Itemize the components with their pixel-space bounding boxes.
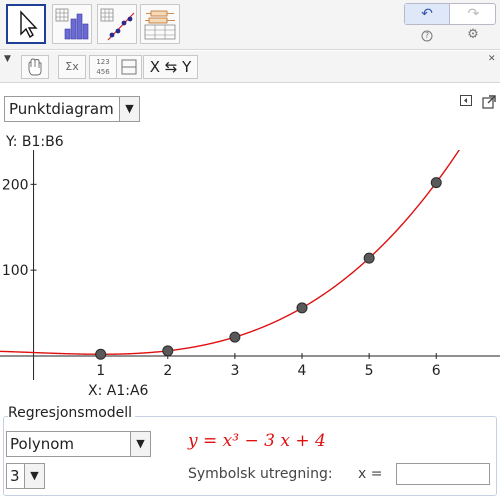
- regression-equation: y = x³ − 3 x + 4: [188, 431, 326, 451]
- regression-model-value: Polynom: [10, 435, 75, 453]
- stats-toolbar: ▼ Σx 123 456 X ⇆ Y ✕: [0, 51, 500, 83]
- x-equals-label: x =: [358, 466, 383, 482]
- y-tick-label: 100: [2, 263, 29, 279]
- one-variable-analysis-button[interactable]: [52, 4, 92, 44]
- split-panel-icon: [121, 59, 137, 75]
- x-tick-label: 4: [298, 363, 307, 379]
- y-ticks: 100 200: [2, 177, 37, 279]
- boxplot-icon: [144, 10, 176, 40]
- panel-collapse-icon: [460, 95, 472, 106]
- show-data-button[interactable]: 123 456: [89, 55, 117, 79]
- chevron-down-icon: ▼: [24, 464, 44, 488]
- regression-model-title: Regresjonsmodell: [8, 405, 136, 421]
- x-tick-label: 3: [230, 363, 239, 379]
- view-menu-chevron-icon[interactable]: ▼: [4, 54, 11, 64]
- statistics-button[interactable]: Σx: [58, 55, 86, 79]
- chevron-down-icon: ▼: [119, 97, 139, 121]
- undo-redo-group: ↶ ↷: [404, 3, 496, 25]
- regression-model-dropdown[interactable]: Polynom ▼: [6, 431, 151, 457]
- data-point[interactable]: [162, 345, 174, 357]
- redo-button[interactable]: ↷: [467, 6, 480, 22]
- x-ticks: 1 2 3 4 5 6: [96, 352, 441, 379]
- histogram-icon: [55, 8, 89, 40]
- x-source-label: X: A1:A6: [88, 383, 149, 399]
- close-view-icon[interactable]: ✕: [488, 54, 496, 64]
- help-circle-icon: [421, 30, 433, 42]
- polynomial-degree-dropdown[interactable]: 3 ▼: [6, 463, 45, 489]
- cursor-arrow-icon: [20, 10, 38, 39]
- options-panel-icon[interactable]: [459, 94, 473, 111]
- y-source-label: Y: B1:B6: [6, 134, 64, 150]
- x-tick-label: 1: [96, 363, 105, 379]
- chevron-down-icon: ▼: [130, 432, 150, 456]
- regression-panel: [3, 416, 497, 496]
- scatter-regression-icon: [100, 8, 135, 41]
- export-icon[interactable]: [481, 94, 497, 113]
- plot-type-value: Punktdiagram: [9, 100, 114, 118]
- y-tick-label: 200: [2, 177, 29, 193]
- data-point[interactable]: [363, 252, 375, 264]
- polynomial-degree-value: 3: [10, 467, 20, 485]
- symbolic-evaluation-label: Symbolsk utregning:: [188, 466, 333, 482]
- multivariable-analysis-button[interactable]: [140, 4, 180, 44]
- data-point[interactable]: [229, 331, 241, 343]
- settings-gear-icon[interactable]: ⚙: [467, 27, 479, 42]
- external-link-icon: [482, 95, 496, 109]
- move-tool-button[interactable]: [6, 4, 46, 44]
- swap-xy-button[interactable]: X ⇆ Y: [143, 55, 198, 79]
- regression-curve: [0, 150, 461, 355]
- data-point[interactable]: [95, 348, 107, 360]
- two-variable-regression-button[interactable]: [97, 4, 137, 44]
- hand-icon: [28, 58, 42, 76]
- x-tick-label: 5: [365, 363, 374, 379]
- plot-type-dropdown[interactable]: Punktdiagram ▼: [4, 96, 140, 122]
- data-point[interactable]: [430, 177, 442, 189]
- help-symbol: ?: [424, 31, 430, 40]
- x-tick-label: 2: [163, 363, 172, 379]
- help-icon[interactable]: ?: [421, 30, 433, 42]
- pan-hand-button[interactable]: [21, 55, 49, 79]
- layout-toggle-button[interactable]: [116, 55, 142, 79]
- main-toolbar: ↶ ↷ ? ⚙: [0, 0, 500, 50]
- x-tick-label: 6: [432, 363, 441, 379]
- x-value-input[interactable]: [396, 463, 490, 485]
- undo-button[interactable]: ↶: [405, 4, 450, 24]
- scatter-plot[interactable]: 1 2 3 4 5 6 100 200: [0, 150, 500, 380]
- data-points: [95, 177, 442, 360]
- data-point[interactable]: [296, 302, 308, 314]
